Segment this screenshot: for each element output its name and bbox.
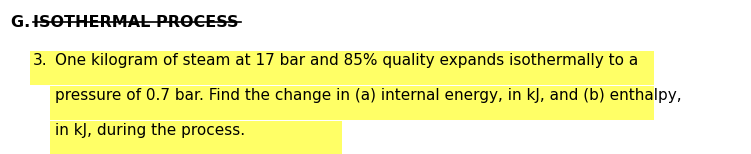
Text: One kilogram of steam at 17 bar and 85% quality expands isothermally to a: One kilogram of steam at 17 bar and 85% … (55, 53, 638, 68)
Text: pressure of 0.7 bar. Find the change in (a) internal energy, in kJ, and (b) enth: pressure of 0.7 bar. Find the change in … (55, 87, 682, 103)
Text: ISOTHERMAL PROCESS: ISOTHERMAL PROCESS (33, 15, 238, 30)
Bar (29, 51, 654, 85)
Text: G.: G. (11, 15, 42, 30)
Bar (50, 121, 342, 154)
Bar (50, 85, 654, 120)
Text: in kJ, during the process.: in kJ, during the process. (55, 123, 246, 138)
Text: 3.: 3. (33, 53, 47, 68)
